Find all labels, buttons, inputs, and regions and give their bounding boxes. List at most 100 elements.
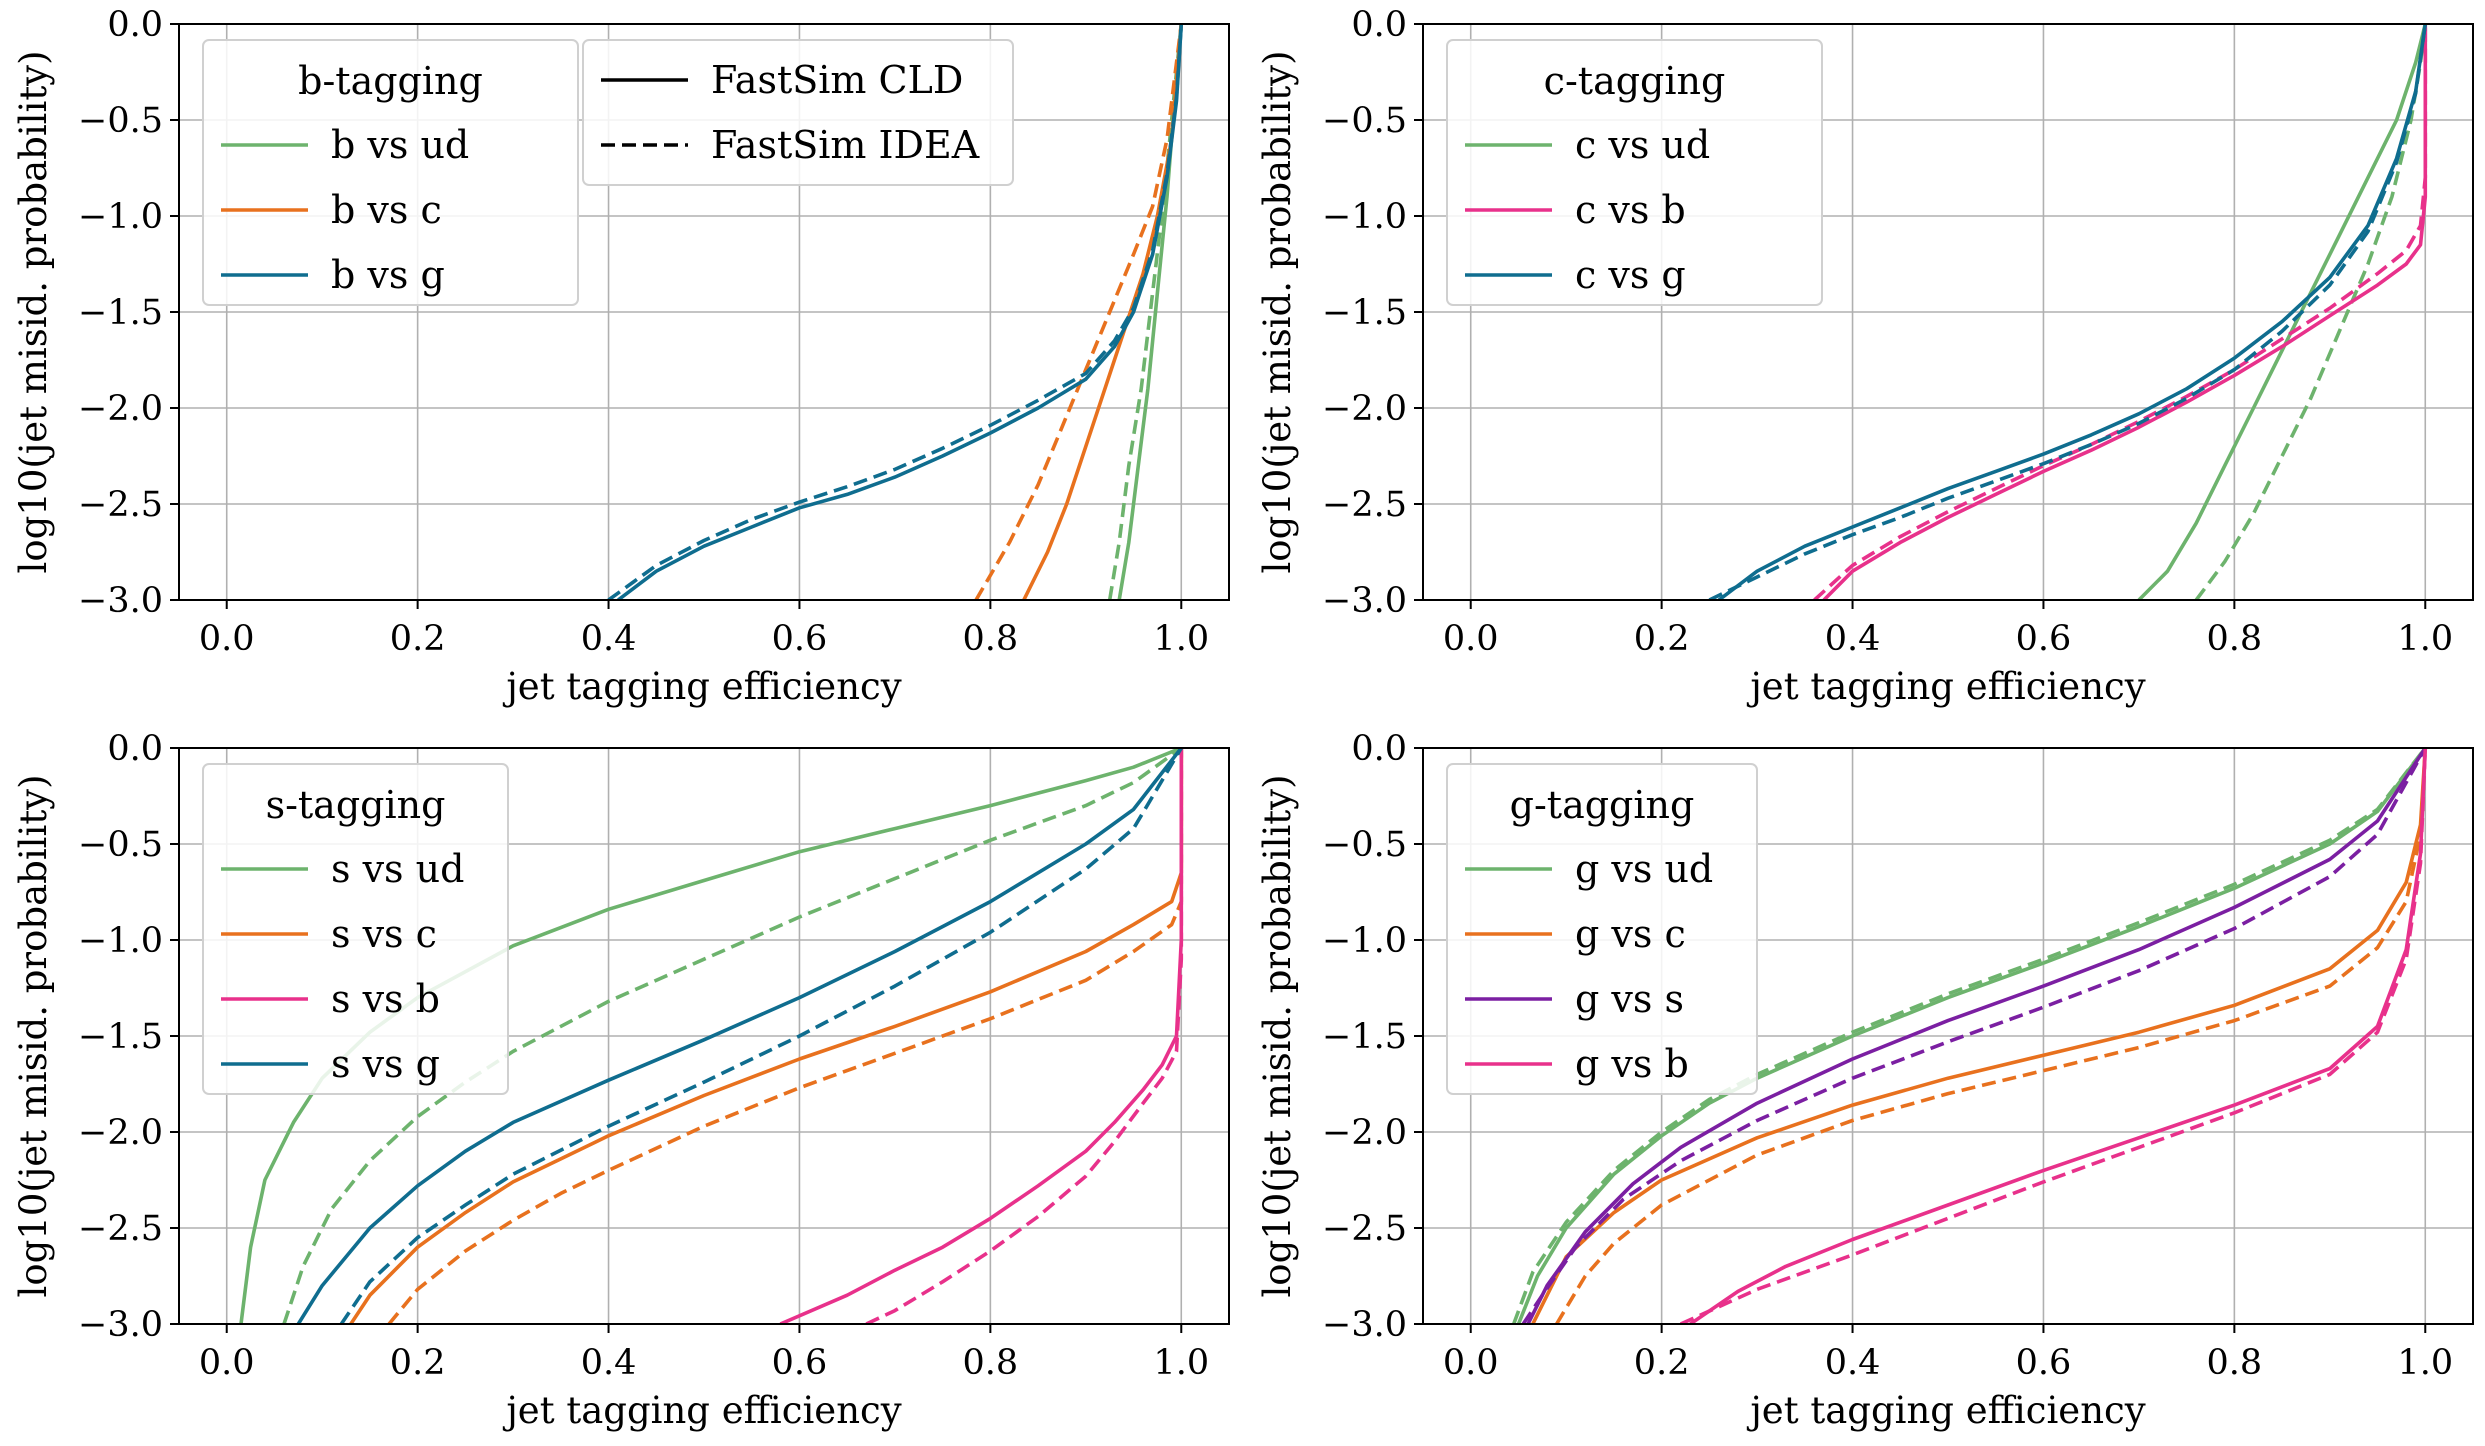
- x-tick-label: 0.2: [1634, 1343, 1690, 1383]
- series-line-c-vs-ud-solid: [2137, 24, 2428, 600]
- x-tick-label: 0.8: [963, 1343, 1019, 1383]
- series-line-s-vs-ud-solid: [239, 748, 1182, 1324]
- y-axis-label: log10(jet misid. probability): [1256, 50, 1299, 573]
- legend: b-tagging b vs ud b vs c b vs g: [202, 39, 579, 306]
- x-tick-label: 1.0: [2397, 1343, 2453, 1383]
- y-tick-label: −2.5: [1322, 1209, 1407, 1249]
- panel-4: 0.0 0.2 0.4 0.6 0.8 1.0 0.0 −0.5 −1.0 −1.5 −2.0 −2.…: [1256, 729, 2474, 1432]
- legend-title: b-tagging: [298, 59, 483, 103]
- y-tick-label: −2.5: [78, 1209, 163, 1249]
- x-tick-label: 0.0: [1443, 1343, 1499, 1383]
- x-axis-label: jet tagging efficiency: [1746, 665, 2145, 708]
- series-line-g-vs-b-dashed: [1679, 748, 2428, 1324]
- curves: [607, 24, 1184, 600]
- y-tick-label: −3.0: [78, 581, 163, 621]
- x-axis-label: jet tagging efficiency: [502, 665, 901, 708]
- x-tick-label: 0.0: [199, 619, 255, 659]
- legend-entry: c vs b: [1575, 188, 1686, 232]
- y-tick-label: −3.0: [78, 1305, 163, 1345]
- legend-box: [202, 763, 509, 1095]
- x-axis-label: jet tagging efficiency: [502, 1389, 901, 1432]
- x-tick-label: 0.2: [1634, 619, 1690, 659]
- y-tick-label: −1.0: [78, 197, 163, 237]
- legend-entry: s vs g: [331, 1042, 440, 1086]
- series-line-g-vs-c-dashed: [1555, 748, 2428, 1324]
- series-line-s-vs-c-dashed: [387, 748, 1184, 1324]
- y-tick-label: −2.0: [1322, 1113, 1407, 1153]
- y-tick-label: −3.0: [1322, 581, 1407, 621]
- x-tick-label: 0.4: [1825, 619, 1881, 659]
- x-tick-label: 1.0: [2397, 619, 2453, 659]
- y-tick-label: −1.5: [1322, 1017, 1407, 1057]
- x-tick-label: 0.6: [772, 619, 828, 659]
- curves: [1708, 24, 2428, 600]
- y-tick-label: 0.0: [107, 5, 163, 45]
- style-legend-box: [582, 39, 1014, 186]
- legend-entry: b vs c: [331, 188, 442, 232]
- series-line-s-vs-g-solid: [296, 748, 1183, 1324]
- y-axis-label: log10(jet misid. probability): [12, 50, 55, 573]
- legend-title: s-tagging: [266, 783, 446, 827]
- ticks: 0.0 0.2 0.4 0.6 0.8 1.0 0.0 −0.5 −1.0 −1.5 −2.0 −2.…: [1322, 5, 2453, 659]
- y-tick-label: −2.5: [78, 485, 163, 525]
- legend-entry: g vs b: [1575, 1042, 1689, 1086]
- x-tick-label: 0.6: [2016, 1343, 2072, 1383]
- y-tick-label: −0.5: [78, 825, 163, 865]
- x-tick-label: 0.2: [390, 1343, 446, 1383]
- legend-title: c-tagging: [1544, 59, 1726, 103]
- x-tick-label: 0.4: [581, 619, 637, 659]
- y-tick-label: −1.5: [78, 293, 163, 333]
- y-axis-label: log10(jet misid. probability): [12, 774, 55, 1297]
- y-tick-label: 0.0: [1351, 729, 1407, 769]
- x-tick-label: 0.0: [1443, 619, 1499, 659]
- panel-1: 0.0 0.2 0.4 0.6 0.8 1.0 0.0 −0.5 −1.0 −1.5 −2.0 −2.…: [12, 5, 1230, 708]
- series-line-s-vs-c-solid: [349, 748, 1184, 1324]
- series-line-b-vs-g-dashed: [607, 24, 1184, 600]
- x-tick-label: 0.0: [199, 1343, 255, 1383]
- series-line-g-vs-ud-solid: [1516, 748, 2427, 1324]
- ticks: 0.0 0.2 0.4 0.6 0.8 1.0 0.0 −0.5 −1.0 −1.5 −2.0 −2.…: [78, 5, 1209, 659]
- y-tick-label: −1.0: [78, 921, 163, 961]
- x-tick-label: 0.4: [581, 1343, 637, 1383]
- legend-entry: s vs c: [331, 912, 437, 956]
- series-line-c-vs-b-dashed: [1813, 24, 2428, 600]
- y-tick-label: −2.0: [1322, 389, 1407, 429]
- series-line-g-vs-s-dashed: [1521, 748, 2427, 1324]
- style-legend: FastSim CLD FastSim IDEA: [582, 39, 1014, 186]
- legend: s-tagging s vs ud s vs c s vs b s vs g: [202, 763, 509, 1095]
- legend-entry: c vs g: [1575, 253, 1686, 297]
- y-tick-label: −1.5: [78, 1017, 163, 1057]
- y-tick-label: −0.5: [1322, 101, 1407, 141]
- panel-3: 0.0 0.2 0.4 0.6 0.8 1.0 0.0 −0.5 −1.0 −1.5 −2.0 −2.…: [12, 729, 1230, 1432]
- legend-box: [202, 39, 579, 306]
- series-line-g-vs-s-solid: [1526, 748, 2427, 1324]
- x-tick-label: 0.8: [2207, 619, 2263, 659]
- legend: g-tagging g vs ud g vs c g vs s g vs b: [1446, 763, 1758, 1095]
- y-tick-label: −2.0: [78, 389, 163, 429]
- series-line-s-vs-b-solid: [779, 748, 1184, 1324]
- curves: [1512, 748, 2428, 1324]
- x-tick-label: 0.8: [963, 619, 1019, 659]
- series-line-g-vs-c-solid: [1531, 748, 2428, 1324]
- x-tick-label: 0.4: [1825, 1343, 1881, 1383]
- series-line-b-vs-c-dashed: [974, 24, 1184, 600]
- y-tick-label: −2.0: [78, 1113, 163, 1153]
- legend-entry: g vs s: [1575, 977, 1684, 1021]
- panel-2: 0.0 0.2 0.4 0.6 0.8 1.0 0.0 −0.5 −1.0 −1.5 −2.0 −2.…: [1256, 5, 2474, 708]
- series-line-c-vs-g-dashed: [1708, 24, 2428, 600]
- legend-entry: g vs ud: [1575, 847, 1713, 891]
- ticks: 0.0 0.2 0.4 0.6 0.8 1.0 0.0 −0.5 −1.0 −1.5 −2.0 −2.…: [1322, 729, 2453, 1383]
- x-tick-label: 1.0: [1153, 1343, 1209, 1383]
- legend-box: [1446, 763, 1758, 1095]
- y-tick-label: −1.0: [1322, 921, 1407, 961]
- series-line-c-vs-b-solid: [1822, 24, 2428, 600]
- x-axis-label: jet tagging efficiency: [1746, 1389, 2145, 1432]
- legend: c-tagging c vs ud c vs b c vs g: [1446, 39, 1823, 306]
- y-tick-label: −0.5: [78, 101, 163, 141]
- legend-box: [1446, 39, 1823, 306]
- y-axis-label: log10(jet misid. probability): [1256, 774, 1299, 1297]
- y-tick-label: 0.0: [1351, 5, 1407, 45]
- x-tick-label: 0.2: [390, 619, 446, 659]
- y-tick-label: −1.5: [1322, 293, 1407, 333]
